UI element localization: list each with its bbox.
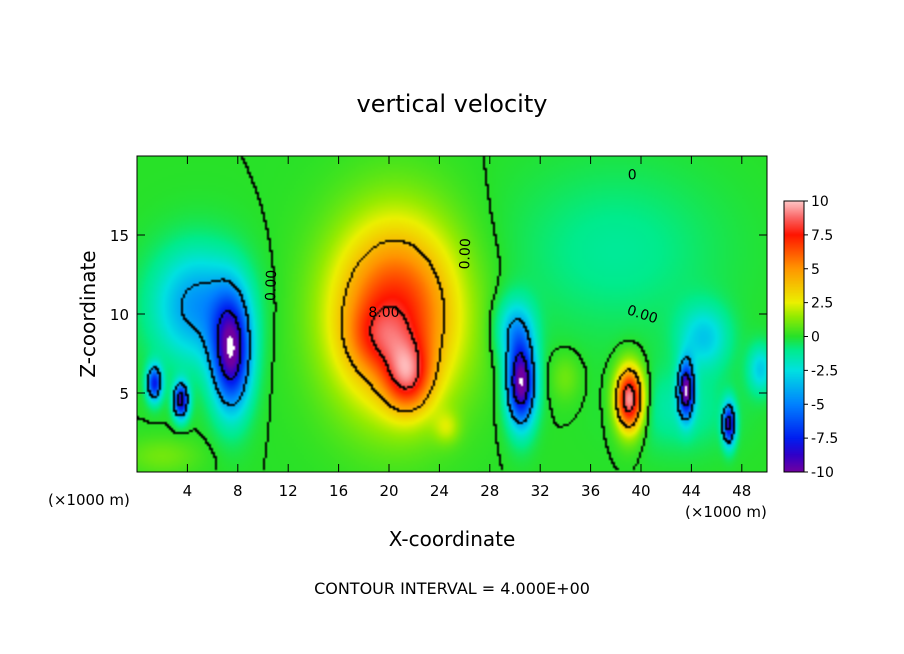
colorbar-ticks: 10 7.5 5 2.5 0 -2.5 -5 -7.5 -10	[804, 194, 838, 481]
colorbar-tick-label: -5	[811, 397, 825, 413]
y-tick-label: 5	[119, 385, 129, 403]
x-tick-label: 48	[732, 482, 751, 500]
x-tick-label: 32	[531, 482, 550, 500]
x-tick-label: 28	[480, 482, 499, 500]
colorbar: 10 7.5 5 2.5 0 -2.5 -5 -7.5 -10	[783, 194, 838, 481]
colorbar-tick-label: 10	[811, 194, 829, 210]
colorbar-tick-label: 0	[811, 330, 820, 346]
y-tick-label: 10	[110, 306, 129, 324]
y-tick-label: 15	[110, 227, 129, 245]
x-unit-label-right: (×1000 m)	[685, 503, 767, 521]
x-axis-label: X-coordinate	[389, 527, 516, 551]
x-tick-label: 16	[329, 482, 348, 500]
contour-label: 8.00	[368, 305, 399, 321]
heatmap-field	[137, 156, 767, 472]
y-axis-label: Z-coordinate	[76, 250, 100, 377]
x-tick-label: 8	[233, 482, 243, 500]
x-axis: 4 8 12 16 20 24 28 32 36 40 44 48	[183, 156, 751, 500]
contour-interval-footer: CONTOUR INTERVAL = 4.000E+00	[314, 579, 590, 598]
y-axis: 5 10 15	[110, 227, 767, 403]
x-tick-label: 20	[379, 482, 398, 500]
colorbar-tick-label: 5	[811, 262, 820, 278]
colorbar-tick-label: -7.5	[811, 431, 838, 447]
x-tick-label: 44	[682, 482, 701, 500]
contour-label: 0	[628, 168, 637, 184]
colorbar-tick-label: 2.5	[811, 296, 833, 312]
contour-label: 0.00	[263, 270, 280, 302]
colorbar-gradient	[784, 201, 804, 472]
x-tick-label: 40	[631, 482, 650, 500]
x-tick-label: 4	[183, 482, 193, 500]
heatmap-image	[137, 156, 767, 472]
chart-title: vertical velocity	[357, 90, 548, 118]
contour-labels: 0.008.000.000.000	[263, 168, 659, 328]
colorbar-tick-label: -2.5	[811, 363, 838, 379]
x-tick-label: 12	[279, 482, 298, 500]
colorbar-tick-label: -10	[811, 465, 834, 481]
x-tick-label: 36	[581, 482, 600, 500]
x-unit-label-left: (×1000 m)	[48, 491, 130, 509]
contour-label: 0.00	[457, 238, 474, 270]
x-tick-label: 24	[430, 482, 449, 500]
colorbar-tick-label: 7.5	[811, 228, 833, 244]
